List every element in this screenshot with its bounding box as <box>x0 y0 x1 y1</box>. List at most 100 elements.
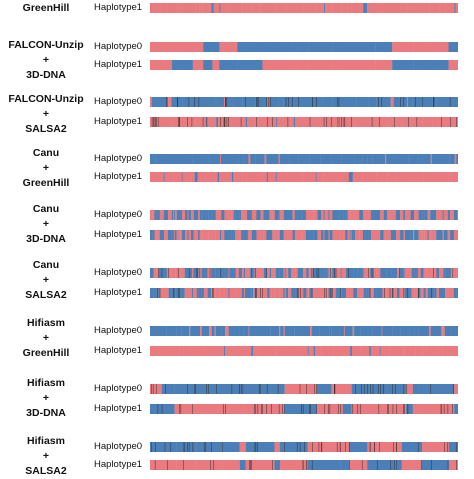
haplotype-segment <box>251 230 256 240</box>
haplotype-segment <box>250 154 256 164</box>
haplotype-segment <box>448 42 458 52</box>
haplotype-segment <box>158 346 168 356</box>
haplotype-segment <box>284 404 312 414</box>
haplotype-segment <box>190 346 198 356</box>
haplotype-segment <box>450 346 456 356</box>
haplotype-segment <box>331 326 340 336</box>
method-label-line: SALSA2 <box>25 123 67 135</box>
haplotype-segment <box>171 60 193 70</box>
haplotype-segment <box>239 210 242 220</box>
haplotype-segment <box>441 288 444 298</box>
haplotype-segment <box>413 60 427 70</box>
haplotype-segment <box>152 154 156 164</box>
haplotype-segment <box>301 230 303 240</box>
haplotype-segment <box>331 3 342 13</box>
haplotype-segment <box>412 384 419 394</box>
haplotype-segment <box>235 288 239 298</box>
haplotype-segment <box>174 230 177 240</box>
haplotype-segment <box>289 326 295 336</box>
haplotype-segment <box>343 268 347 278</box>
haplotype-segment <box>176 460 186 470</box>
haplotype-segment <box>446 268 452 278</box>
haplotype-segment <box>313 210 318 220</box>
haplotype-segment <box>324 210 329 220</box>
haplotype-segment <box>344 154 350 164</box>
haplotype-segment <box>245 442 275 452</box>
haplotype-segment <box>339 326 345 336</box>
haplotype-segment <box>376 384 387 394</box>
haplotype-segment <box>349 210 351 220</box>
haplotype-segment <box>368 268 371 278</box>
haplotype-segment <box>313 230 318 240</box>
haplotype-segment <box>208 210 212 220</box>
haplotype-segment <box>214 326 216 336</box>
haplotype-segment <box>302 172 311 182</box>
haplotype-segment <box>345 268 349 278</box>
haplotype-segment <box>423 288 426 298</box>
haplotype-segment <box>440 172 449 182</box>
haplotype-segment <box>361 117 371 127</box>
haplotype-segment <box>170 117 173 127</box>
haplotype-segment <box>332 268 336 278</box>
haplotype-segment <box>203 268 208 278</box>
haplotype-segment <box>293 117 296 127</box>
haplotype-segment <box>220 210 222 220</box>
haplotype-segment <box>439 268 442 278</box>
haplotype-segment <box>436 288 440 298</box>
haplotype-segment <box>310 3 317 13</box>
haplotype-segment <box>185 442 197 452</box>
haplotype-segment <box>197 346 204 356</box>
haplotype-segment <box>336 268 339 278</box>
haplotype-segment <box>371 288 375 298</box>
haplotype-segment <box>238 154 244 164</box>
haplotype-segment <box>150 230 153 240</box>
haplotype-segment <box>457 346 458 356</box>
haplotype-segment <box>181 326 190 336</box>
haplotype-segment <box>231 3 243 13</box>
haplotype-segment <box>444 326 449 336</box>
haplotype-label: Haplotype1 <box>94 403 143 414</box>
method-label-line: Hifiasm <box>27 377 65 389</box>
haplotype-segment <box>343 288 347 298</box>
haplotype-segment <box>185 230 188 240</box>
haplotype-segment <box>288 117 294 127</box>
haplotype-segment <box>201 268 205 278</box>
haplotype-segment <box>158 288 163 298</box>
haplotype-segment <box>332 172 342 182</box>
haplotype-segment <box>412 97 424 107</box>
haplotype-segment <box>306 268 309 278</box>
haplotype-label: Haplotype1 <box>94 2 143 13</box>
haplotype-segment <box>404 288 407 298</box>
haplotype-segment <box>303 3 308 13</box>
haplotype-segment <box>410 268 412 278</box>
haplotype-segment <box>238 268 243 278</box>
haplotype-segment <box>172 117 180 127</box>
haplotype-segment <box>180 288 185 298</box>
haplotype-segment <box>274 460 281 470</box>
haplotype-segment <box>205 172 215 182</box>
haplotype-segment <box>343 326 345 336</box>
haplotype-segment <box>238 288 243 298</box>
haplotype-segment <box>433 230 437 240</box>
haplotype-segment <box>254 230 257 240</box>
haplotype-segment <box>245 117 248 127</box>
haplotype-segment <box>416 288 419 298</box>
haplotype-segment <box>457 210 458 220</box>
haplotype-segment <box>278 326 281 336</box>
haplotype-segment <box>212 288 216 298</box>
haplotype-segment <box>162 268 166 278</box>
haplotype-segment <box>347 288 350 298</box>
haplotype-segment <box>170 97 172 107</box>
haplotype-segment <box>322 97 333 107</box>
haplotype-segment <box>347 210 350 220</box>
haplotype-segment <box>362 288 364 298</box>
haplotype-segment <box>418 326 423 336</box>
haplotype-segment <box>392 210 397 220</box>
haplotype-segment <box>226 326 229 336</box>
haplotype-segment <box>427 230 429 240</box>
haplotype-segment <box>298 154 307 164</box>
haplotype-segment <box>271 230 273 240</box>
haplotype-segment <box>365 230 369 240</box>
haplotype-segment <box>307 3 311 13</box>
